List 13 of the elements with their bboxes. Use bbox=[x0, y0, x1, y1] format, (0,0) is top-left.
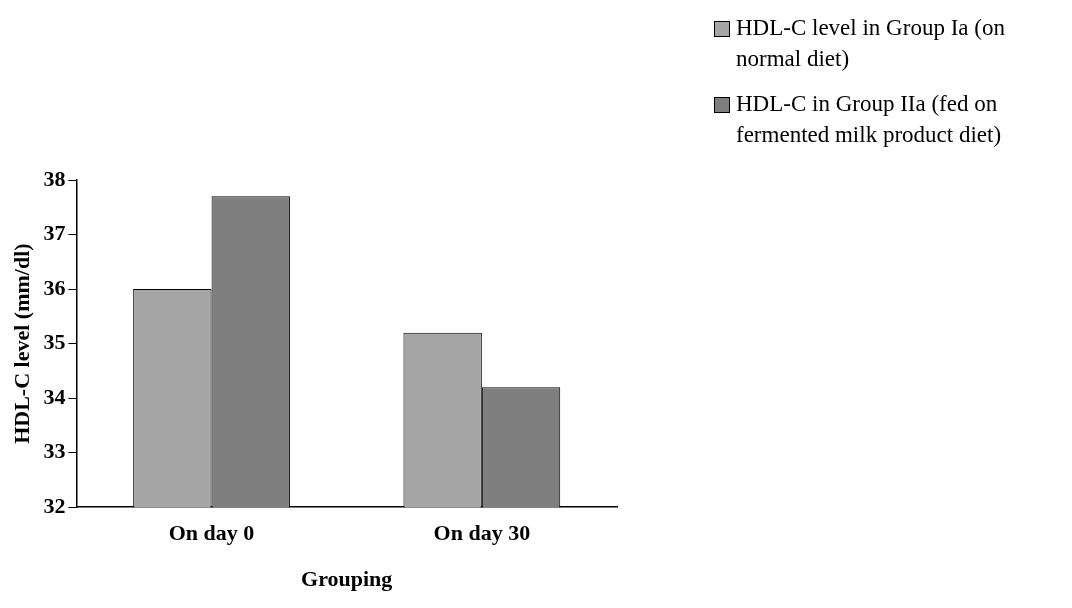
y-tick-label: 38 bbox=[43, 165, 66, 191]
y-tick-label: 37 bbox=[43, 220, 66, 246]
x-tick-label: On day 0 bbox=[168, 520, 255, 546]
y-tick-label: 33 bbox=[43, 438, 66, 464]
y-tick-label: 32 bbox=[43, 492, 66, 518]
y-tick-label: 35 bbox=[43, 329, 66, 355]
x-tick-label: On day 30 bbox=[433, 520, 531, 546]
legend-label: HDL-C level in Group Ia (on normal diet) bbox=[736, 14, 1006, 73]
y-axis-title: HDL-C level (mm/dl) bbox=[8, 243, 34, 444]
x-axis-title: Grouping bbox=[301, 566, 393, 592]
y-tick-label: 34 bbox=[43, 383, 66, 409]
y-tick-label: 36 bbox=[43, 274, 66, 300]
legend-label: HDL-C in Group IIa (fed on fermented milk product diet) bbox=[736, 90, 1003, 149]
